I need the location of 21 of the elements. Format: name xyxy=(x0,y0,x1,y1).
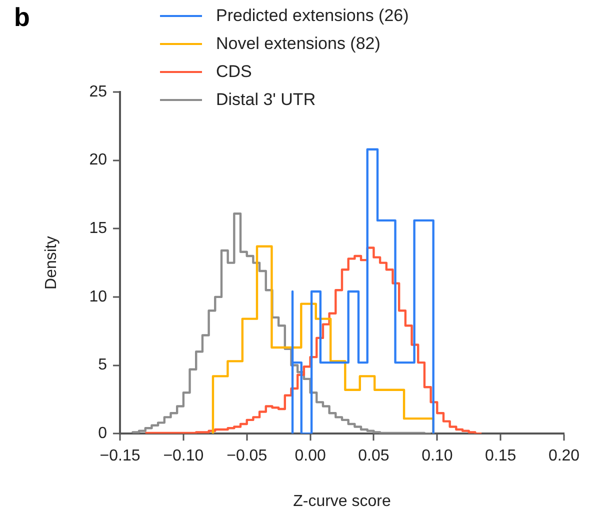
legend-label: CDS xyxy=(216,62,252,82)
y-axis-title: Density xyxy=(43,236,60,290)
legend-label: Predicted extensions (26) xyxy=(216,6,409,26)
x-axis-title: Z-curve score xyxy=(293,492,391,510)
x-tick-label: 0.10 xyxy=(422,448,453,465)
y-tick-label: 20 xyxy=(89,152,108,169)
x-tick-label: −0.10 xyxy=(163,448,204,465)
y-tick-label: 25 xyxy=(89,83,108,100)
text: b xyxy=(14,2,30,33)
legend-label: Novel extensions (82) xyxy=(216,34,380,54)
y-tick-label: 5 xyxy=(98,356,108,374)
y-tick-label: 10 xyxy=(89,288,108,306)
legend-label: Distal 3' UTR xyxy=(216,90,316,110)
y-tick-label: 0 xyxy=(98,425,108,442)
x-tick-label: 0.15 xyxy=(485,448,516,465)
x-tick-label: −0.05 xyxy=(226,448,268,465)
x-tick-label: 0.00 xyxy=(294,448,326,465)
x-tick-label: −0.15 xyxy=(100,448,140,465)
y-tick-label: 15 xyxy=(89,220,108,238)
x-tick-label: 0.05 xyxy=(358,448,390,465)
x-tick-label: 0.20 xyxy=(548,448,580,465)
